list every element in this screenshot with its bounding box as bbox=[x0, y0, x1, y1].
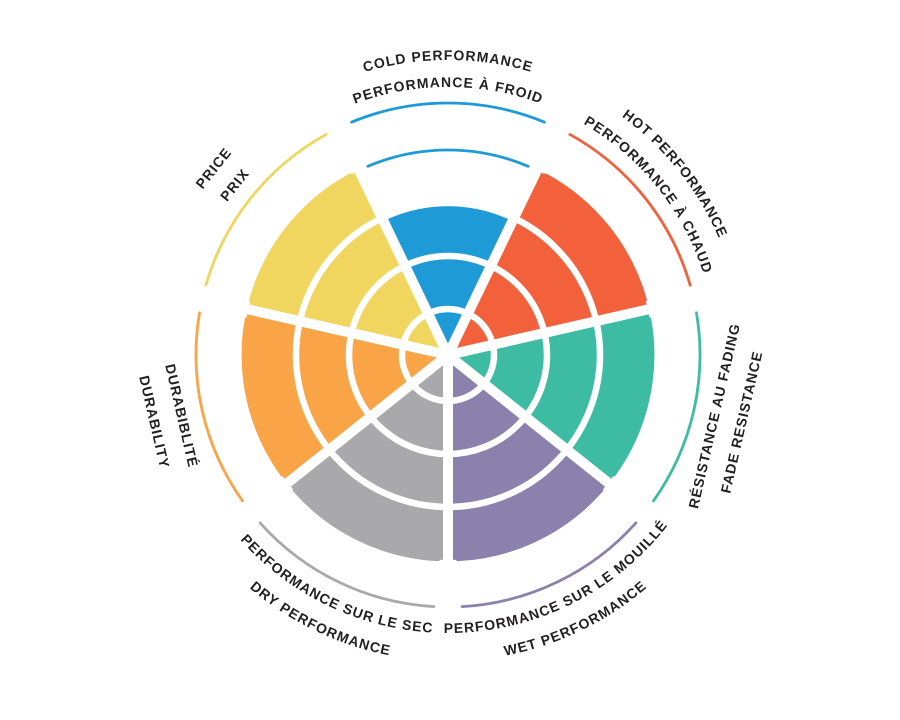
label-arc-hot-performance bbox=[568, 133, 692, 287]
sector-spoke bbox=[351, 162, 453, 358]
rim-arc-dry-performance bbox=[292, 488, 440, 562]
wedge-wet-performance bbox=[448, 355, 609, 560]
sector-spoke bbox=[446, 303, 655, 360]
label-arc-dry-performance bbox=[258, 521, 436, 608]
label-cold-performance-en: COLD PERFORMANCE bbox=[361, 47, 535, 75]
label-price-fr: PRIX bbox=[217, 165, 252, 204]
rim-arc-wet-performance bbox=[456, 488, 604, 562]
sector-spoke bbox=[444, 351, 617, 491]
center-hub bbox=[437, 344, 459, 366]
layer-rims bbox=[241, 148, 655, 562]
sector-spoke bbox=[279, 351, 452, 491]
label-arc-durability bbox=[194, 311, 244, 503]
sector-spoke bbox=[443, 162, 545, 358]
layer-grid bbox=[241, 162, 655, 566]
layer-labelarcs bbox=[194, 101, 702, 608]
wedge-dry-performance bbox=[287, 355, 448, 560]
rim-arc-price bbox=[249, 173, 352, 302]
wedge-cold-performance bbox=[382, 202, 514, 355]
rim-arc-durability bbox=[241, 317, 284, 477]
label-arc-price bbox=[204, 133, 328, 287]
label-arc-fade-resistance bbox=[652, 311, 702, 503]
rim-arc-hot-performance bbox=[544, 173, 647, 302]
label-arc-cold-performance bbox=[350, 101, 546, 124]
rim-arc-cold-performance bbox=[366, 148, 530, 168]
label-arc-wet-performance bbox=[460, 521, 638, 608]
label-hot-performance-en: HOT PERFORMANCE bbox=[620, 106, 731, 240]
rim-arc-fade-resistance bbox=[612, 317, 655, 477]
sector-spoke bbox=[241, 303, 450, 360]
